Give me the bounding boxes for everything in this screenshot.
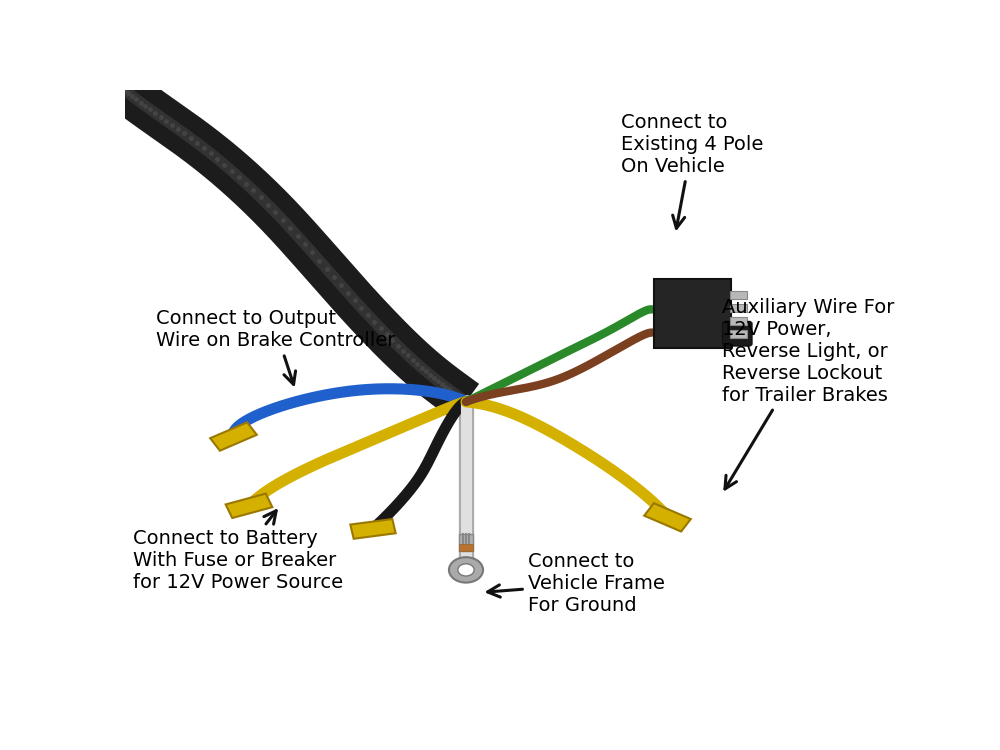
Circle shape <box>458 564 474 576</box>
Circle shape <box>449 557 483 583</box>
Text: Connect to Battery
With Fuse or Breaker
for 12V Power Source: Connect to Battery With Fuse or Breaker … <box>133 511 343 592</box>
Polygon shape <box>226 494 272 518</box>
Bar <box>459 544 473 550</box>
Text: Connect to
Existing 4 Pole
On Vehicle: Connect to Existing 4 Pole On Vehicle <box>621 113 763 228</box>
Bar <box>730 317 747 326</box>
FancyBboxPatch shape <box>654 280 731 348</box>
Bar <box>730 304 747 312</box>
Bar <box>730 331 747 338</box>
Bar <box>459 533 473 550</box>
Polygon shape <box>350 519 396 538</box>
Polygon shape <box>644 503 691 532</box>
FancyBboxPatch shape <box>723 322 752 346</box>
Text: Auxiliary Wire For
12V Power,
Reverse Light, or
Reverse Lockout
for Trailer Brak: Auxiliary Wire For 12V Power, Reverse Li… <box>722 298 894 489</box>
Text: Connect to
Vehicle Frame
For Ground: Connect to Vehicle Frame For Ground <box>488 552 665 615</box>
Text: Connect to Output
Wire on Brake Controller: Connect to Output Wire on Brake Controll… <box>156 310 395 385</box>
Bar <box>730 290 747 298</box>
Polygon shape <box>210 422 257 451</box>
